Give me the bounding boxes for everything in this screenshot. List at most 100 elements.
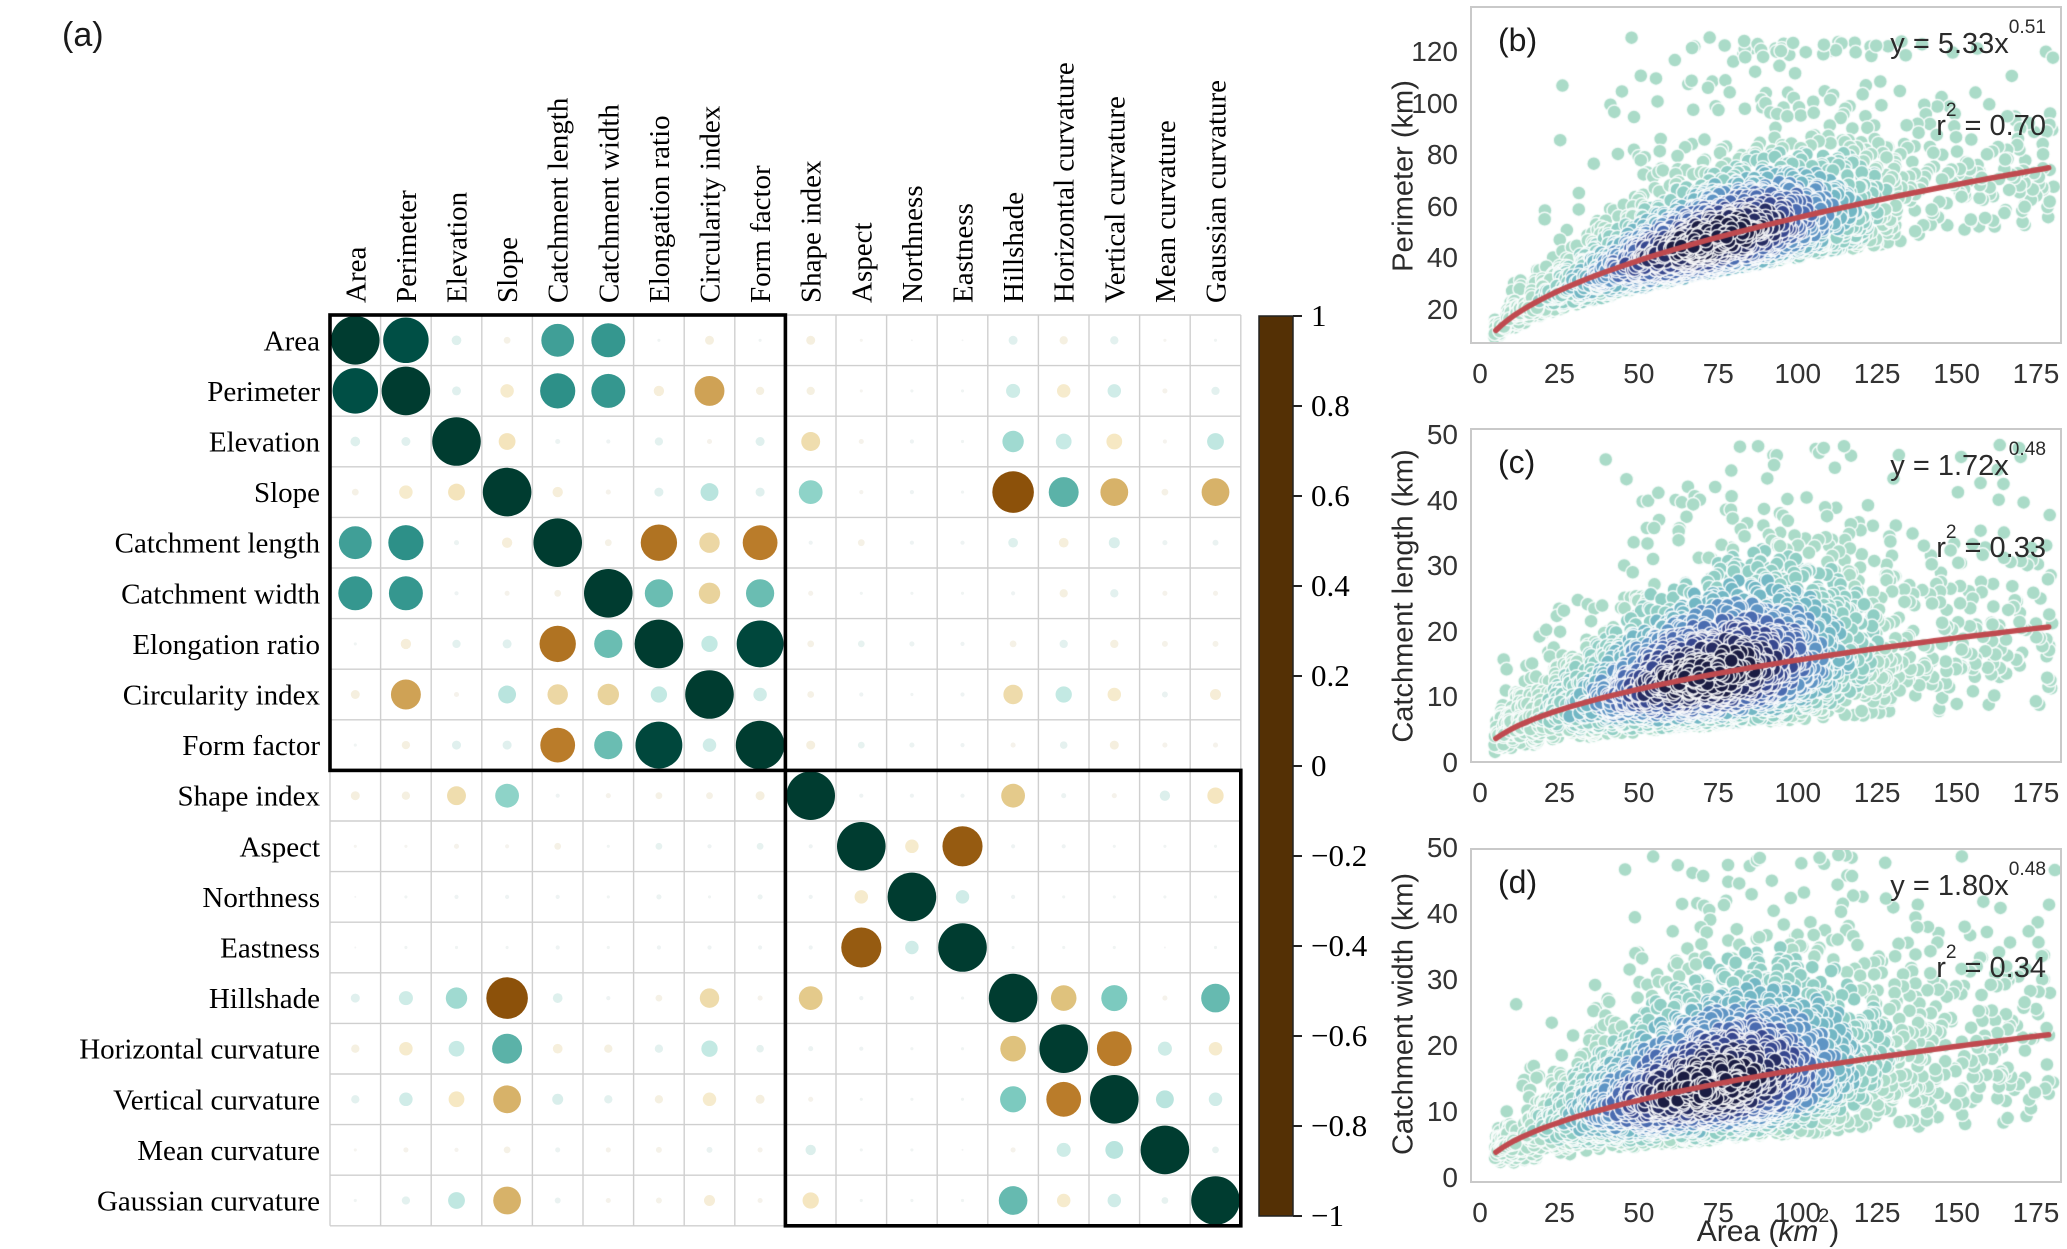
correlation-bubble (798, 986, 823, 1010)
fit-equation: y = 5.33x0.51 (1890, 17, 2046, 60)
correlation-bubble (755, 1094, 765, 1104)
correlation-bubble (859, 793, 864, 798)
matrix-row-label: Perimeter (207, 376, 320, 408)
correlation-bubble (1213, 895, 1218, 899)
correlation-bubble (1000, 1035, 1026, 1062)
y-tick-label: 20 (1426, 1030, 1458, 1061)
matrix-row-label: Northness (202, 882, 320, 914)
correlation-bubble (350, 436, 361, 447)
correlation-bubble (1213, 338, 1218, 342)
correlation-bubble (1090, 1075, 1139, 1124)
correlation-bubble (1213, 945, 1218, 950)
x-tick-label: 50 (1623, 777, 1655, 808)
correlation-bubble (960, 1047, 965, 1051)
correlation-bubble (707, 895, 712, 899)
correlation-bubble (859, 490, 864, 495)
matrix-row-label: Slope (254, 477, 320, 509)
colorbar-tick-label: −1 (1311, 1198, 1344, 1233)
correlation-bubble (909, 742, 915, 748)
correlation-bubble (1006, 383, 1021, 398)
y-tick-label: 100 (1411, 87, 1458, 119)
correlation-bubble (960, 793, 965, 798)
correlation-bubble (1112, 945, 1116, 950)
correlation-bubble (445, 987, 468, 1009)
x-tick-label: 50 (1623, 1197, 1655, 1228)
correlation-bubble (756, 842, 764, 850)
panel-b-letter: (b) (1498, 22, 1538, 58)
correlation-bubble (1162, 590, 1168, 596)
correlation-bubble (604, 1044, 613, 1053)
correlation-bubble (584, 569, 633, 618)
correlation-bubble (350, 690, 360, 699)
correlation-bubble (353, 642, 357, 646)
y-tick-label: 80 (1426, 139, 1458, 171)
correlation-bubble (1059, 336, 1068, 345)
correlation-bubble (552, 1043, 563, 1054)
correlation-bubble (398, 991, 413, 1006)
correlation-bubble (653, 385, 665, 397)
correlation-bubble (909, 793, 914, 798)
correlation-bubble (1209, 688, 1222, 701)
correlation-bubble (960, 743, 965, 748)
correlation-bubble (594, 629, 623, 659)
correlation-bubble (1056, 384, 1071, 398)
correlation-bubble (960, 439, 965, 444)
correlation-bubble (1140, 1125, 1190, 1175)
correlation-bubble (1163, 338, 1167, 342)
correlation-bubble (606, 895, 610, 899)
correlation-bubble (808, 844, 813, 849)
panel-d-annotation: y = 1.80x0.48 r2 = 0.34 (1888, 859, 2046, 1025)
correlation-bubble (706, 438, 713, 445)
correlation-bubble (1008, 335, 1018, 345)
correlation-bubble (448, 1091, 465, 1108)
correlation-bubble (801, 432, 821, 451)
matrix-row-label: Hillshade (209, 983, 320, 1015)
correlation-bubble (745, 579, 775, 608)
correlation-bubble (381, 366, 431, 416)
y-tick-label: 30 (1426, 550, 1458, 582)
matrix-col-label: Vertical curvature (1099, 96, 1131, 303)
correlation-bubble (960, 641, 965, 646)
correlation-bubble (452, 740, 461, 750)
correlation-bubble (1055, 686, 1072, 703)
correlation-bubble (591, 323, 626, 358)
y-tick-label: 40 (1426, 898, 1458, 929)
correlation-bubble (388, 576, 423, 611)
correlation-bubble (504, 590, 510, 596)
correlation-bubble (486, 977, 528, 1019)
matrix-row-label: Elevation (209, 427, 321, 459)
correlation-bubble (1055, 433, 1072, 450)
correlation-bubble (1002, 430, 1024, 453)
colorbar-tick-label: 0 (1311, 748, 1327, 783)
correlation-bubble (1191, 1176, 1240, 1225)
correlation-bubbles (331, 316, 1240, 1225)
correlation-bubble (1163, 946, 1166, 949)
x-tick-label: 175 (2012, 358, 2060, 389)
correlation-bubble (401, 437, 411, 446)
correlation-bubble (998, 1186, 1028, 1215)
correlation-bubble (988, 973, 1038, 1023)
matrix-col-label: Slope (492, 237, 524, 303)
correlation-bubble (1100, 478, 1129, 506)
correlation-matrix: Area Perimeter Elevation Slope Catchment len… (79, 62, 1368, 1233)
correlation-bubble (909, 490, 914, 495)
correlation-bubble (1163, 895, 1167, 899)
correlation-bubble (1106, 433, 1123, 450)
x-tick-label: 125 (1853, 777, 1901, 808)
correlation-bubble (555, 1147, 561, 1153)
correlation-bubble (502, 740, 512, 750)
correlation-bubble (854, 890, 869, 904)
correlation-bubble (808, 894, 813, 899)
colorbar-tick-label: −0.4 (1311, 928, 1368, 963)
correlation-bubble (591, 373, 626, 408)
correlation-bubble (644, 579, 674, 608)
correlation-bubble (401, 740, 411, 750)
correlation-bubble (960, 996, 965, 1000)
correlation-bubble (1212, 539, 1219, 546)
panel-b: (b) y = 5.33x0.51 r2 = 0.70 (1470, 6, 2062, 344)
correlation-bubble (353, 1198, 357, 1203)
correlation-bubble (698, 582, 721, 604)
x-tick-label: 100 (1774, 358, 1822, 389)
y-tick-label: 50 (1426, 419, 1458, 450)
